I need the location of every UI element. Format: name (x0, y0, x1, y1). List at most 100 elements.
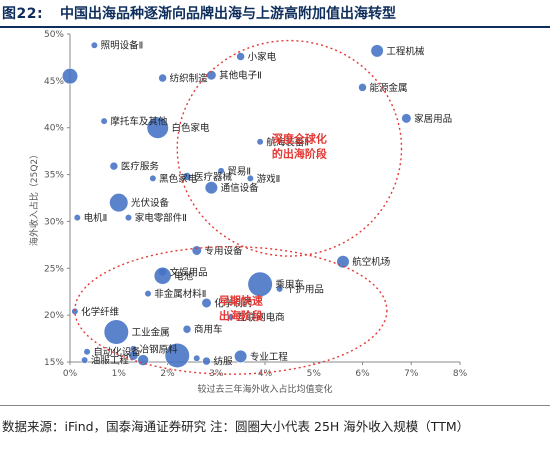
bubble-label: 商用车 (194, 324, 223, 336)
bubble-label: 纺服 (214, 356, 234, 368)
bubble-label: 纺织制造 (170, 73, 209, 85)
bubble-label: 文娱用品 (170, 267, 208, 279)
bubble-label: 航海装备Ⅱ (266, 136, 309, 148)
bubble (276, 285, 284, 293)
source-rule (0, 405, 550, 406)
bubble-label: 油服工程 (91, 355, 130, 367)
y-axis-title: 海外收入占比（25Q2） (28, 150, 40, 246)
bubble-label: 白色家电 (172, 122, 211, 134)
bubble (234, 349, 248, 363)
bubble-label: 电机Ⅱ (84, 212, 108, 224)
annotation-text: 出海阶段 (219, 308, 263, 322)
title-rule (0, 26, 550, 28)
bubble (90, 41, 98, 49)
bubble-label: 自动化设备 (93, 346, 141, 358)
bubble (109, 193, 129, 213)
bubble (191, 245, 202, 256)
bubble-label: 化学制药 (214, 297, 252, 309)
bubble-label: 乘用车 (275, 279, 304, 291)
bubble (158, 73, 167, 83)
bubble-label: 化学纤维 (81, 306, 120, 318)
bubble-label: 个护用品 (286, 283, 324, 295)
bubble-label: 专用设备 (205, 245, 244, 257)
bubble (73, 214, 81, 222)
bubble (124, 214, 133, 222)
bubble (146, 116, 169, 139)
bubble-label: 照明设备Ⅱ (101, 40, 144, 52)
bubble-label: 贸易Ⅱ (227, 165, 251, 177)
bubble-label: 家居用品 (414, 113, 452, 125)
x-tick-label: 1% (112, 369, 127, 379)
y-tick-label: 25% (44, 264, 64, 274)
bubble (336, 255, 350, 269)
bubble (61, 68, 79, 85)
bubble-label: 非金属材料Ⅱ (154, 288, 206, 300)
bubble-label: 航空机场 (352, 256, 390, 268)
x-tick-label: 8% (453, 369, 468, 379)
bubble (204, 181, 218, 195)
y-tick-label: 45% (44, 77, 64, 87)
bubble-label: 黑色家电 (159, 173, 198, 185)
bubble (206, 70, 217, 81)
bubble-label: 摩托车及其他 (110, 116, 168, 128)
bubble-label: 能源金属 (370, 82, 408, 94)
x-tick-label: 3% (209, 369, 224, 379)
bubble (149, 174, 157, 182)
bubble-label: 医疗服务 (121, 161, 160, 173)
bubble (227, 313, 235, 321)
bubble (256, 138, 264, 146)
bubble (103, 319, 129, 345)
figure-title: 中国出海品种逐渐向品牌出海与上游高附加值出海转型 (60, 6, 396, 22)
figure-title-bar: 图22: 中国出海品种逐渐向品牌出海与上游高附加值出海转型 (0, 0, 550, 28)
x-tick-label: 0% (63, 369, 78, 379)
x-tick-label: 4% (258, 369, 273, 379)
y-tick-label: 30% (44, 217, 64, 227)
bubble (144, 289, 152, 298)
y-tick-label: 40% (44, 124, 64, 134)
bubble (128, 350, 139, 361)
bubble (201, 297, 212, 309)
y-tick-label: 50% (44, 30, 64, 40)
bubble (202, 356, 211, 366)
y-tick-label: 35% (44, 171, 64, 181)
annotation-text: 早期快速 (219, 293, 263, 307)
bubble-chart: 0% 1% 2% 3% 4% 5% 6% 7% 8% 15% 20% 25% 30% 35% 40% 45% 5… (28, 30, 468, 395)
bubble-label: 家电零部件Ⅱ (135, 212, 187, 224)
source-note: 数据来源：iFind，国泰海通证券研究 注：圆圈大小代表 25H 海外收入规模（… (2, 419, 470, 434)
bubble (370, 44, 384, 58)
bubble (217, 167, 225, 175)
annotation-ellipse (176, 39, 403, 257)
bubble-label: 光伏设备 (131, 197, 170, 209)
chart-axes: 0% 1% 2% 3% 4% 5% 6% 7% 8% 15% 20% 25% 30% 35% 40% 45% 5… (28, 30, 468, 395)
bubble-label: 医疗器械 (194, 171, 233, 183)
bubble-label: 冶钢原料 (140, 343, 179, 355)
annotation-text: 的出海阶段 (272, 146, 327, 160)
y-tick-label: 20% (44, 311, 64, 321)
bubble (100, 117, 108, 125)
x-tick-label: 5% (307, 369, 322, 379)
bubble (164, 342, 190, 369)
bubble-label: 通信设备 (221, 182, 260, 194)
bubble-label: 工业金属 (132, 327, 170, 339)
bubble-label: 工程机械 (386, 45, 425, 57)
x-tick-label: 6% (355, 369, 370, 379)
bubble-label: 专业工程 (250, 351, 289, 363)
y-tick-label: 15% (44, 358, 64, 368)
bubble-label: 小家电 (248, 51, 277, 63)
bubble (182, 324, 192, 334)
bubble (83, 348, 91, 356)
figure-label: 图22: (2, 6, 44, 22)
bubble (153, 266, 172, 285)
bubble (246, 174, 254, 182)
annotation-text: 深度全球化 (272, 131, 327, 145)
bubble (358, 83, 367, 92)
bubble (182, 172, 192, 181)
bubble-label: 其他电子Ⅱ (219, 70, 262, 82)
bubble-label: 互联网电商 (237, 312, 285, 324)
bubble (236, 52, 245, 61)
x-tick-label: 7% (404, 369, 419, 379)
bubble-label: 游戏Ⅱ (257, 173, 281, 185)
bubble (247, 271, 273, 297)
